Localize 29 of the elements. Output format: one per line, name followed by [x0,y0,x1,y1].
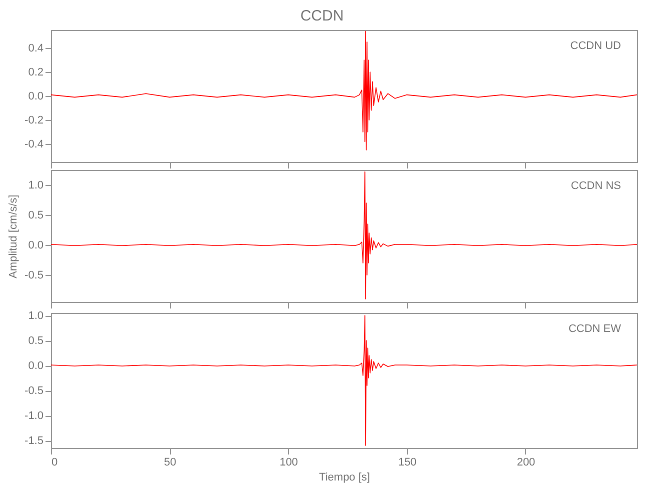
y-tick-label: -1.5 [24,435,44,447]
y-tick-label: 0.0 [28,90,44,102]
x-tick-label: 0 [52,456,58,468]
y-tick-label: -0.2 [24,114,44,126]
y-tick-label: 0.4 [28,42,44,54]
y-axis-title: Amplitud [cm/s/s] [8,194,20,278]
y-tick-label: -0.5 [24,385,44,397]
y-tick-label: -0.4 [24,138,44,150]
x-tick-label: 200 [516,456,536,468]
y-tick-label: 0.0 [28,360,44,372]
line-series [51,30,637,150]
y-tick-label: -0.5 [24,270,44,282]
y-tick-label: 0.5 [28,335,44,347]
annotation: CCDN UD [570,40,622,52]
x-tick-label: 50 [164,456,176,468]
annotation: CCDN NS [570,180,621,192]
x-axis-title: Tiempo [s] [319,472,370,484]
y-tick-label: 1.0 [28,310,44,322]
chart-title: CCDN [300,8,344,24]
y-tick-label: -1.0 [24,410,44,422]
line-series [51,315,637,446]
x-tick-label: 100 [280,456,298,468]
y-tick-label: 1.0 [28,180,44,192]
line-series [51,171,637,300]
y-tick-label: 0.5 [28,210,44,222]
y-tick-label: 0.2 [28,66,44,78]
annotation: CCDN EW [568,323,622,335]
x-tick-label: 150 [398,456,417,468]
y-tick-label: 0.0 [28,240,44,252]
